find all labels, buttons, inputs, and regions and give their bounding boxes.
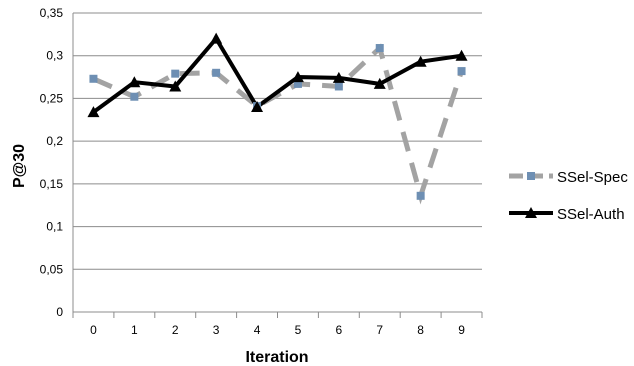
x-tick-label: 7 xyxy=(376,323,383,337)
data-point xyxy=(169,80,182,92)
legend-marker xyxy=(527,172,535,180)
legend-label: SSel-Auth xyxy=(557,206,625,223)
y-tick-label: 0,3 xyxy=(46,49,63,63)
legend-marker xyxy=(525,207,537,218)
gridlines xyxy=(73,12,482,270)
x-tick-label: 2 xyxy=(172,323,179,337)
data-point xyxy=(210,32,223,44)
y-tick-label: 0,15 xyxy=(40,177,64,191)
data-point xyxy=(291,71,304,83)
x-tick-label: 6 xyxy=(336,323,343,337)
x-tick-label: 0 xyxy=(90,323,97,337)
legend-label: SSel-Spec xyxy=(557,169,628,186)
data-point xyxy=(414,55,427,67)
x-tick-label: 8 xyxy=(417,323,424,337)
data-point xyxy=(251,100,264,112)
data-point xyxy=(457,67,466,76)
x-axis-title: Iteration xyxy=(245,349,308,366)
data-point xyxy=(416,191,425,200)
data-point xyxy=(332,71,345,83)
data-point xyxy=(375,44,384,53)
y-tick-label: 0,35 xyxy=(40,6,64,20)
series-markers xyxy=(87,32,468,200)
data-point xyxy=(455,49,468,61)
y-tick-label: 0,2 xyxy=(46,134,63,148)
y-tick-label: 0,05 xyxy=(40,262,64,276)
y-tick-label: 0,25 xyxy=(40,91,64,105)
series-line xyxy=(92,35,462,114)
data-point xyxy=(128,76,141,88)
data-point xyxy=(334,82,343,91)
data-point xyxy=(212,68,221,77)
y-tick-label: 0 xyxy=(56,305,63,319)
legend: SSel-Spec SSel-Auth xyxy=(509,169,628,223)
x-tick-label: 9 xyxy=(458,323,465,337)
series-lines xyxy=(92,35,464,205)
y-axis-ticks: 0 0,05 0,1 0,15 0,2 0,25 0,3 0,35 xyxy=(40,6,64,319)
data-point xyxy=(89,74,98,83)
x-tick-label: 5 xyxy=(295,323,302,337)
y-axis-title: P@30 xyxy=(11,144,28,188)
data-point xyxy=(130,92,139,101)
data-point xyxy=(293,79,302,88)
x-axis: 0 1 2 3 4 5 6 7 8 9 xyxy=(72,13,483,337)
x-tick-label: 4 xyxy=(254,323,261,337)
data-point xyxy=(171,69,180,78)
data-point xyxy=(87,106,100,118)
y-tick-label: 0,1 xyxy=(46,220,63,234)
data-point xyxy=(373,77,386,89)
x-tick-label: 3 xyxy=(213,323,220,337)
x-tick-label: 1 xyxy=(131,323,138,337)
